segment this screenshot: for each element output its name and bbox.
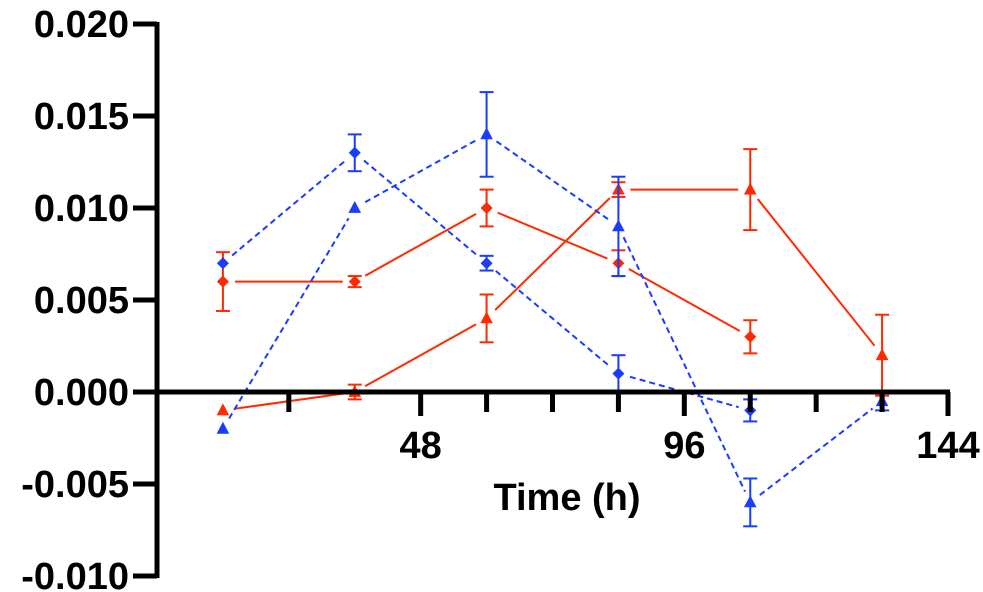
series-3 [216, 133, 758, 423]
x-tick-label: 48 [400, 425, 442, 467]
data-point-diamond [216, 257, 229, 270]
y-tick-label: -0.010 [21, 556, 129, 592]
data-point-triangle [743, 495, 757, 508]
y-tick-label: 0.000 [34, 372, 129, 414]
data-point-triangle [216, 421, 230, 434]
data-point-diamond [612, 367, 625, 380]
series-line-segment [628, 268, 741, 332]
series-4 [216, 91, 890, 528]
data-point-diamond [348, 146, 361, 159]
data-point-triangle [480, 127, 493, 140]
data-point-diamond [480, 202, 493, 214]
series-line-segment [364, 323, 477, 388]
series-layer [215, 91, 890, 528]
series-line-segment [756, 198, 876, 347]
x-tick-label: 96 [663, 425, 705, 467]
tick-layer: 0.020 0.015 0.010 0.005 0.000 -0.005 -0.010 48 9… [21, 4, 979, 592]
series-1 [215, 188, 758, 355]
y-tick-label: 0.010 [34, 188, 129, 230]
x-tick-label: 144 [916, 425, 979, 467]
series-line-segment [228, 217, 350, 420]
data-point-triangle [216, 403, 230, 416]
y-tick-label: 0.015 [34, 96, 129, 138]
series-line-segment [495, 140, 610, 221]
data-point-diamond [216, 275, 229, 288]
y-tick-label: 0.005 [34, 280, 129, 322]
series-line-segment [494, 197, 611, 311]
data-point-triangle [743, 182, 757, 195]
series-line-segment [622, 236, 746, 493]
data-point-diamond [348, 275, 361, 288]
series-line-segment [629, 375, 739, 409]
series-line-segment [495, 270, 610, 367]
data-point-triangle [480, 311, 493, 324]
x-axis-title: Time (h) [493, 477, 640, 519]
series-line-segment [364, 139, 477, 204]
data-point-triangle [612, 219, 625, 232]
data-point-diamond [744, 330, 757, 343]
y-tick-label: 0.020 [34, 4, 129, 46]
series-line-segment [759, 407, 874, 496]
data-point-triangle [875, 348, 889, 361]
data-point-triangle [348, 201, 362, 213]
series-line-segment [231, 159, 347, 257]
data-point-diamond [480, 257, 493, 270]
series-2 [216, 148, 890, 416]
series-line-segment [497, 211, 608, 260]
y-tick-label: -0.005 [21, 464, 129, 506]
series-line-segment [363, 159, 479, 257]
series-line-segment [364, 212, 477, 277]
